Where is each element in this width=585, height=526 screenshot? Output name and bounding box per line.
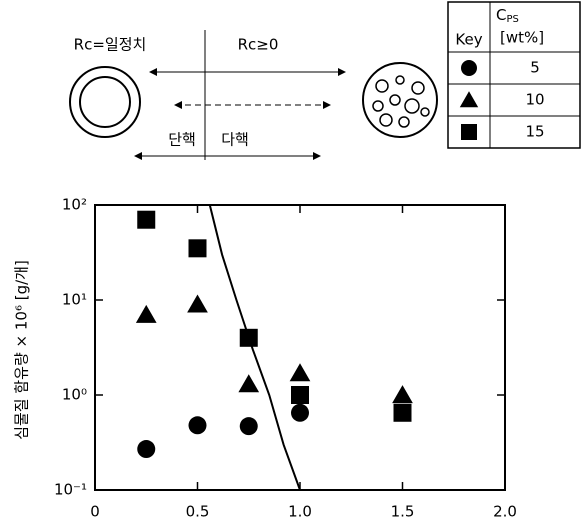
y-tick-label: 10² [62, 196, 87, 214]
annotation: Rc≥0 [238, 36, 279, 54]
multi-core-particle [363, 63, 437, 137]
marker-square [291, 386, 309, 404]
annotation: 단핵 [168, 131, 196, 149]
y-tick-label: 10⁰ [62, 386, 87, 404]
marker-square [240, 329, 258, 347]
legend-key: Key [455, 31, 482, 49]
ring-inner [80, 77, 130, 127]
legend-title-main: C [496, 6, 506, 24]
boundary-curve [210, 205, 300, 490]
legend-label: 10 [525, 91, 544, 109]
page: Rc=일정치 Rc≥0 단핵 다핵 Key CPS [wt%] 심물질 함유량 … [0, 0, 585, 522]
x-tick-label: 1.5 [391, 503, 415, 521]
y-tick-label: 10¹ [62, 291, 87, 309]
legend-title: CPS [496, 6, 519, 26]
annotation: Rc=일정치 [74, 36, 147, 54]
marker-circle [137, 440, 155, 458]
legend-title-sub: PS [506, 14, 518, 25]
marker-square [137, 211, 155, 229]
marker-circle [291, 404, 309, 422]
x-tick-label: 0 [90, 503, 100, 521]
marker-circle [240, 417, 258, 435]
annotation: 다핵 [221, 131, 249, 149]
x-tick-label: 1.0 [288, 503, 312, 521]
marker-triangle [238, 374, 259, 392]
y-tick-label: 10⁻¹ [54, 481, 87, 499]
marker-circle [189, 416, 207, 434]
marker-triangle [136, 305, 157, 323]
y-axis-label: 심물질 함유량 × 10⁶ [g/개] [13, 260, 31, 440]
marker-triangle [460, 91, 478, 107]
chart: Rc=일정치 Rc≥0 단핵 다핵 Key CPS [wt%] 심물질 함유량 … [0, 0, 585, 522]
x-tick-label: 0.5 [186, 503, 210, 521]
legend-unit: [wt%] [500, 29, 544, 47]
plot-frame [95, 205, 505, 490]
marker-square [461, 124, 477, 140]
marker-square [189, 239, 207, 257]
marker-square [394, 404, 412, 422]
marker-triangle [392, 385, 413, 403]
x-tick-label: 2.0 [493, 503, 517, 521]
legend-label: 15 [525, 123, 544, 141]
marker-triangle [187, 294, 208, 312]
legend-label: 5 [530, 59, 540, 77]
marker-circle [461, 60, 477, 76]
marker-triangle [290, 363, 311, 381]
